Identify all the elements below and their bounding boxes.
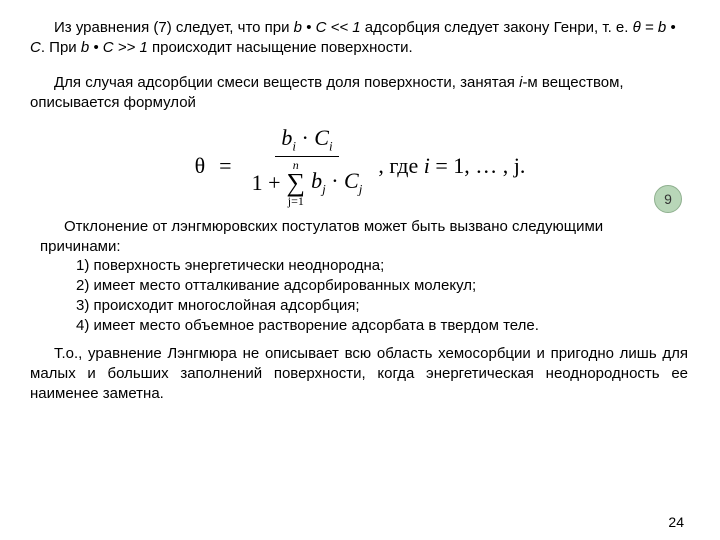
equation-number-badge: 9 [654,185,682,213]
num-dot: · [296,125,314,150]
paragraph-2: Для случая адсорбции смеси веществ доля … [30,73,690,114]
den-c: C [344,168,359,193]
den-c-sub: j [359,182,363,197]
p2-pre: Для случая адсорбции смеси веществ доля … [54,74,519,91]
formula-row: θ = bi · Ci 1 + n ∑ j=1 bj · Cj , где i … [30,123,690,209]
sigma-symbol: ∑ [287,171,306,194]
formula: θ = bi · Ci 1 + n ∑ j=1 bj · Cj , где i … [195,123,526,209]
formula-tail: , где i = 1, … , j. [378,153,525,179]
deviation-item-1: 1) поверхность энергетически неоднородна… [40,256,650,276]
formula-fraction: bi · Ci 1 + n ∑ j=1 bj · Cj [246,123,369,209]
sigma-bottom: j=1 [288,195,304,207]
paragraph-1: Из уравнения (7) следует, что при b • С … [30,18,690,59]
tail-txt: , где [378,153,423,178]
p1-post: происходит насыщение поверхности. [148,39,413,56]
den-one: 1 + [252,170,281,196]
deviation-item-4: 4) имеет место объемное растворение адсо… [40,316,650,336]
fraction-denominator: 1 + n ∑ j=1 bj · Cj [246,157,369,208]
p1-em3: b • С >> 1 [81,39,148,56]
fraction-numerator: bi · Ci [275,123,338,157]
p1-mid1: адсорбция следует закону Генри, т. е. [361,19,633,36]
page-number: 24 [668,514,684,530]
p1-pre: Из уравнения (7) следует, что при [54,19,294,36]
p1-em1: b • С << 1 [294,19,361,36]
num-c-sub: i [329,138,333,153]
den-dot: · [326,168,344,193]
den-term: bj · Cj [311,168,362,197]
num-c: C [314,125,329,150]
tail-rest: = 1, … , j. [430,153,526,178]
deviation-block: Отклонение от лэнгмюровских постулатов м… [30,217,690,336]
p1-mid2: . При [41,39,81,56]
den-b: b [311,168,322,193]
deviation-item-2: 2) имеет место отталкивание адсорбирован… [40,276,650,296]
formula-theta: θ [195,153,206,179]
sigma-icon: n ∑ j=1 [287,159,306,206]
formula-eq: = [215,153,235,179]
num-b: b [281,125,292,150]
deviation-lead: Отклонение от лэнгмюровских постулатов м… [40,217,650,257]
equation-number: 9 [664,191,672,207]
paragraph-4: Т.о., уравнение Лэнгмюра не описывает вс… [30,344,690,405]
deviation-item-3: 3) происходит многослойная адсорбция; [40,296,650,316]
